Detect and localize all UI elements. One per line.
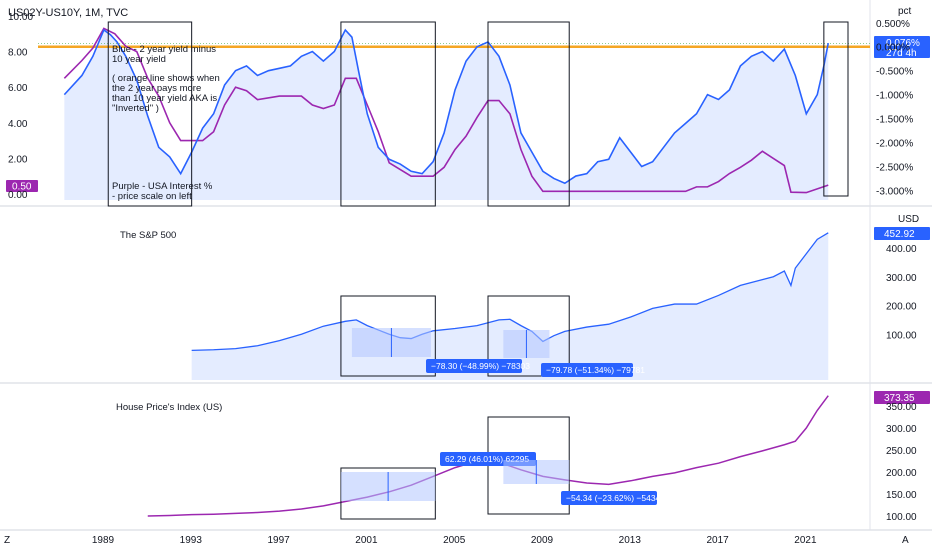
sp500-axis-tick: 200.00	[886, 302, 917, 313]
currency-unit: pct	[898, 6, 912, 17]
hpi-measure-text: −54.34 (−23.62%) −54344	[566, 493, 665, 503]
right-value-badge-text: 0.076%	[886, 38, 920, 49]
usd-unit: USD	[898, 214, 919, 225]
orange-note-text: the 2 year pays more	[112, 83, 201, 94]
left-value-badge	[6, 180, 38, 192]
hpi-measure-label	[561, 491, 657, 505]
interest-rate-line	[63, 27, 829, 194]
hpi-badge	[874, 391, 930, 404]
left-axis-tick: 4.00	[8, 119, 28, 130]
orange-note-text: than 10 year yield AKA is	[112, 93, 217, 104]
timezone-toggle[interactable]: Z	[4, 535, 10, 546]
sp500-badge-text: 452.92	[884, 229, 915, 240]
hpi-measure-text: 62.29 (46.01%) 62295	[445, 454, 529, 464]
sp500-title: The S&P 500	[120, 230, 176, 241]
hpi-axis-tick: 250.00	[886, 446, 917, 457]
x-axis-tick: 2013	[619, 535, 642, 546]
left-axis-tick: 2.00	[8, 154, 28, 165]
right-axis-tick: -3.000%	[876, 186, 913, 197]
x-axis-tick: 2001	[355, 535, 378, 546]
right-value-badge	[874, 36, 930, 58]
right-axis-tick: -2.500%	[876, 162, 913, 173]
hpi-axis-tick: 300.00	[886, 424, 917, 435]
x-axis-tick: 2009	[531, 535, 554, 546]
axes-layer: 10.00 8.00 6.00 4.00 2.00 0.00 0.500% 0.000% -0.…	[8, 12, 917, 546]
right-axis-tick: -0.500%	[876, 67, 913, 78]
left-value-badge-text: 0.50	[12, 182, 32, 193]
blue-note-text: 10 year yield	[112, 54, 166, 65]
right-axis-tick: -2.000%	[876, 139, 913, 150]
highlight-box	[487, 21, 570, 207]
chart-title: US02Y-US10Y, 1M, TVC	[8, 7, 128, 19]
sp500-line	[191, 232, 829, 351]
blue-note-text: Blue - 2 year yield minus	[112, 44, 216, 55]
sp500-axis-tick: 300.00	[886, 273, 917, 284]
x-axis-tick: 2005	[443, 535, 466, 546]
sp500-axis-tick: 400.00	[886, 244, 917, 255]
left-axis-tick: 6.00	[8, 83, 28, 94]
sp500-area	[191, 232, 829, 380]
hpi-axis-tick: 350.00	[886, 402, 917, 413]
purple-note-text: - price scale on left	[112, 191, 192, 202]
right-axis-tick: -1.000%	[876, 91, 913, 102]
auto-scale-toggle[interactable]: A	[902, 535, 909, 546]
orange-note-text: "Inverted" )	[112, 103, 159, 114]
sp500-measure-label	[541, 363, 633, 377]
sp500-measure-text: −79.78 (−51.34%) −79781	[546, 365, 645, 375]
sp500-highlight-box	[340, 295, 436, 377]
yield-spread-area	[64, 29, 829, 201]
right-time-badge-text: 27d 4h	[886, 48, 917, 59]
purple-note-text: Purple - USA Interest %	[112, 181, 213, 192]
x-axis-tick: 2017	[706, 535, 729, 546]
highlight-box	[823, 21, 849, 197]
hpi-badge-text: 373.35	[884, 393, 915, 404]
right-axis-tick: 0.000%	[876, 43, 910, 54]
right-axis-tick: 0.500%	[876, 19, 910, 30]
left-axis-tick: 0.00	[8, 190, 28, 201]
sp500-axis-tick: 100.00	[886, 330, 917, 341]
x-axis-tick: 1989	[92, 535, 115, 546]
highlight-box	[340, 21, 436, 207]
sp500-measure-text: −78.30 (−48.99%) −78303	[431, 361, 530, 371]
left-axis-tick: 10.00	[8, 12, 33, 23]
hpi-axis-tick: 100.00	[886, 512, 917, 523]
right-axis-tick: -1.500%	[876, 115, 913, 126]
x-axis-tick: 2021	[794, 535, 817, 546]
hpi-title: House Price's Index (US)	[116, 402, 222, 413]
sp500-badge	[874, 227, 930, 240]
highlight-box	[107, 21, 193, 207]
sp500-highlight-box	[487, 295, 570, 377]
hpi-axis-tick: 150.00	[886, 490, 917, 501]
x-axis-tick: 1997	[267, 535, 290, 546]
left-axis-tick: 8.00	[8, 48, 28, 59]
orange-note-text: ( orange line shows when	[112, 73, 220, 84]
x-axis-tick: 1993	[180, 535, 203, 546]
sp500-measure-label	[426, 359, 522, 373]
hpi-axis-tick: 200.00	[886, 468, 917, 479]
